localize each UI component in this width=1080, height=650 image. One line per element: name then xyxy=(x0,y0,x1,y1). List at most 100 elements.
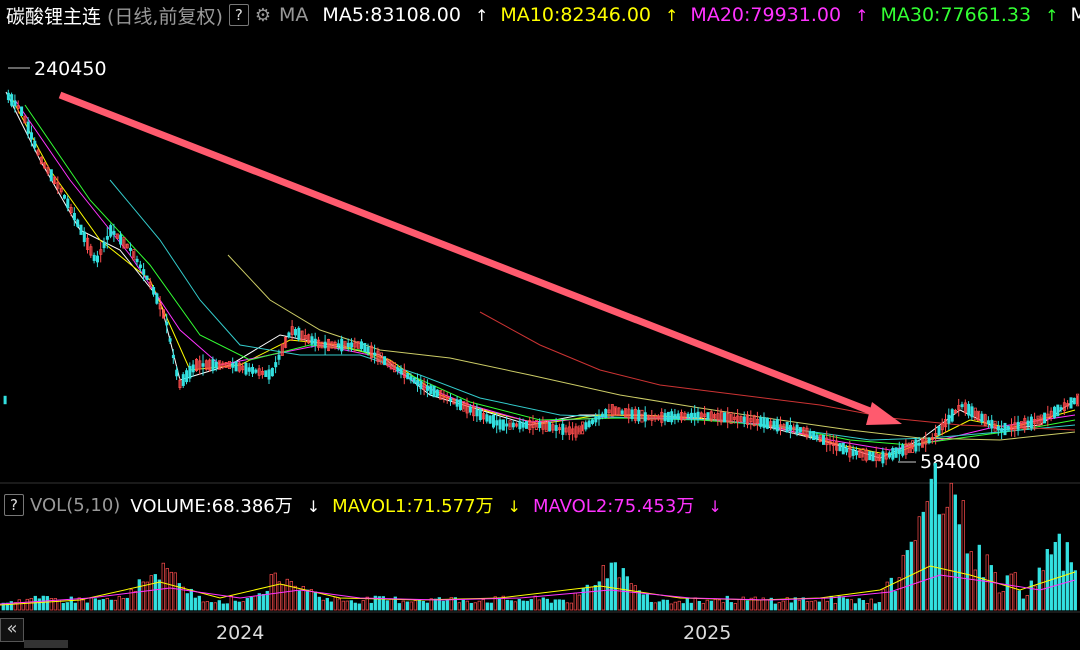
volume-bar xyxy=(653,602,657,611)
volume-bar xyxy=(613,562,617,611)
candle xyxy=(551,424,555,431)
volume-bar xyxy=(965,553,969,611)
volume-bar xyxy=(841,597,845,611)
volume-bar xyxy=(237,601,241,611)
candle xyxy=(719,411,723,423)
volume-help-button[interactable]: ? xyxy=(4,494,24,516)
volume-bar xyxy=(585,584,589,611)
candle xyxy=(993,420,997,432)
ma-label: MA xyxy=(279,4,309,26)
candle xyxy=(835,440,839,451)
candle xyxy=(1036,415,1040,426)
candle xyxy=(950,409,954,422)
candle xyxy=(1023,418,1027,431)
volume-bar xyxy=(97,599,101,611)
symbol-title: 碳酸锂主连 xyxy=(6,5,102,28)
candle xyxy=(290,326,294,335)
volume-values: VOLUME:68.386万 ↓ MAVOL1:71.577万 ↓ MAVOL2:75.… xyxy=(130,492,733,518)
candle xyxy=(373,352,377,356)
volume-value-arrow-icon: ↓ xyxy=(306,497,321,516)
candle xyxy=(449,398,453,402)
candle xyxy=(762,417,766,428)
candle xyxy=(152,287,156,295)
volume-bar xyxy=(641,594,645,611)
volume-bar xyxy=(937,514,941,611)
candle xyxy=(112,230,116,235)
volume-bar xyxy=(285,578,289,611)
candle xyxy=(178,379,182,388)
volume-bar xyxy=(941,513,945,611)
volume-bar xyxy=(561,599,565,611)
candle xyxy=(808,431,812,437)
candle xyxy=(666,411,670,423)
candle xyxy=(293,329,297,336)
volume-bar xyxy=(205,601,209,611)
candle xyxy=(429,385,433,395)
volume-bar xyxy=(69,596,73,611)
volume-bar xyxy=(929,478,933,611)
volume-bar xyxy=(461,599,465,611)
volume-bar xyxy=(1021,598,1025,611)
candle xyxy=(878,454,882,462)
volume-bar xyxy=(885,581,889,611)
candle xyxy=(369,345,373,359)
candle xyxy=(640,409,644,423)
candle xyxy=(79,224,83,235)
volume-bar xyxy=(109,599,113,611)
candle xyxy=(581,421,585,435)
volume-bar xyxy=(1,602,5,611)
volume-bar xyxy=(337,598,341,611)
candle xyxy=(89,246,93,256)
volume-bar xyxy=(269,574,273,611)
volume-bar xyxy=(645,593,649,611)
volume-bar xyxy=(401,600,405,611)
candle xyxy=(138,264,142,268)
candle xyxy=(406,372,410,380)
candle xyxy=(924,439,928,445)
ma60-line xyxy=(109,179,1076,441)
candle xyxy=(356,341,360,349)
volume-bar xyxy=(93,598,97,611)
candle xyxy=(1059,407,1063,411)
candle xyxy=(627,408,631,419)
volume-bar xyxy=(297,590,301,611)
volume-bar xyxy=(521,600,525,611)
candle xyxy=(561,423,565,435)
candle xyxy=(977,410,981,422)
volume-value-arrow-icon: ↓ xyxy=(507,497,521,516)
volume-bar xyxy=(161,562,165,611)
volume-bar xyxy=(781,600,785,611)
candle xyxy=(416,379,420,386)
candle xyxy=(425,385,429,391)
candle xyxy=(723,412,727,423)
candle xyxy=(1072,397,1076,405)
candle xyxy=(884,452,888,460)
volume-bar xyxy=(393,596,397,611)
volume-bar xyxy=(405,601,409,611)
help-button[interactable]: ? xyxy=(228,4,249,26)
gear-icon[interactable]: ⚙ xyxy=(254,4,272,26)
candle xyxy=(792,426,796,431)
ma-values: MA5:83108.00 ↑ MA10:82346.00 ↑ MA20:79931.00… xyxy=(322,4,1080,26)
volume-bar xyxy=(457,602,461,611)
volume-bar xyxy=(1013,572,1017,611)
volume-bar xyxy=(673,601,677,611)
candle xyxy=(366,346,370,353)
candle xyxy=(29,132,33,140)
volume-bar xyxy=(189,588,193,611)
volume-bar xyxy=(769,597,773,611)
candle xyxy=(855,450,859,456)
candle xyxy=(511,422,515,428)
candle xyxy=(838,443,842,452)
candle xyxy=(544,420,548,432)
scroll-track[interactable] xyxy=(24,640,68,648)
volume-bar xyxy=(793,597,797,611)
candle xyxy=(379,352,383,365)
scroll-left-button[interactable]: « xyxy=(0,618,24,642)
candle xyxy=(465,402,469,414)
candle xyxy=(488,415,492,424)
x-tick-2025: 2025 xyxy=(683,622,732,644)
candles-group xyxy=(3,89,1080,468)
volume-value-1: MAVOL1:71.577万 xyxy=(332,496,494,517)
candle xyxy=(452,398,456,405)
